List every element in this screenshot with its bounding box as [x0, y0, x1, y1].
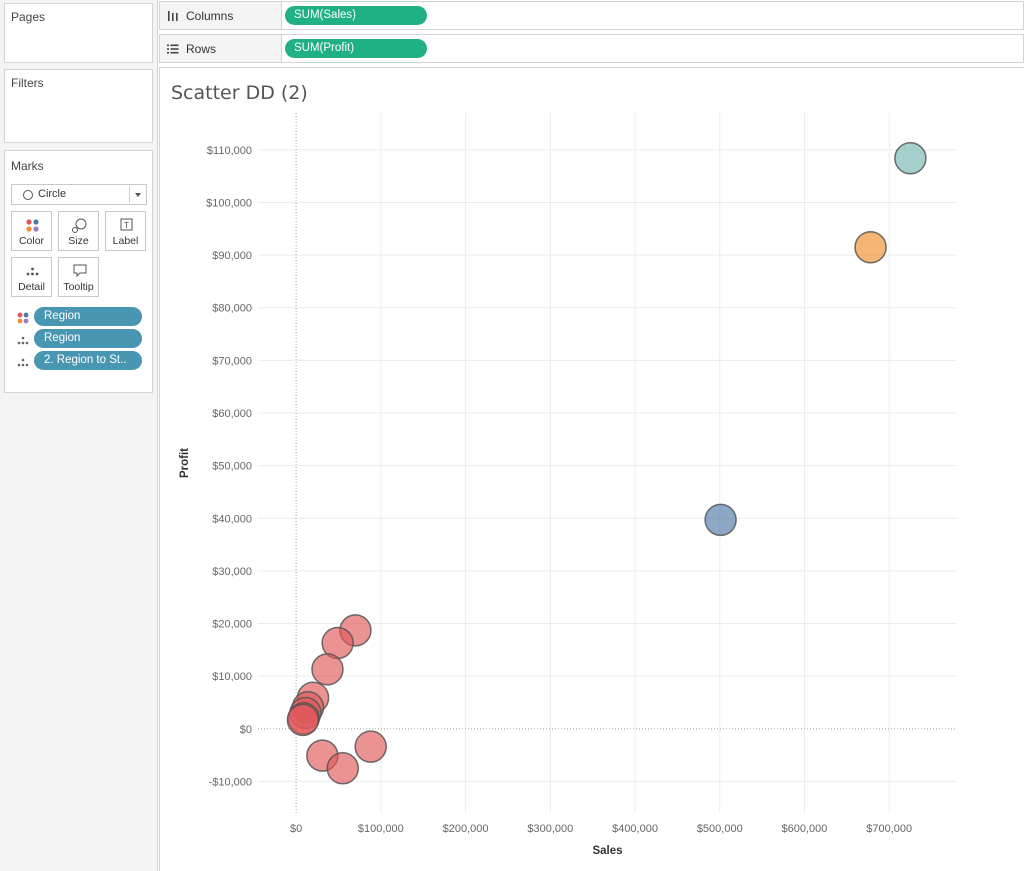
detail-dots-icon	[17, 358, 29, 367]
y-tick-label: $0	[240, 724, 252, 736]
y-tick-label: $30,000	[212, 566, 252, 578]
size-button[interactable]: Size	[58, 211, 99, 251]
color-dots-icon	[17, 312, 29, 324]
color-dots-icon	[26, 219, 39, 232]
rows-shelf[interactable]: Rows SUM(Profit)	[159, 34, 1024, 63]
y-tick-label: $40,000	[212, 513, 252, 525]
view-title: Scatter DD (2)	[171, 82, 308, 104]
x-tick-label: $200,000	[443, 823, 489, 835]
detail-dots-icon	[17, 336, 29, 345]
x-tick-label: $300,000	[527, 823, 573, 835]
y-tick-label: $80,000	[212, 303, 252, 315]
label-button-label: Label	[112, 235, 139, 247]
rows-icon	[167, 44, 179, 53]
data-point[interactable]	[854, 230, 887, 264]
text-label-icon: T	[120, 218, 133, 231]
data-point[interactable]	[286, 703, 320, 737]
y-tick-label: $100,000	[206, 197, 252, 209]
detail-button[interactable]: Detail	[11, 257, 52, 297]
label-button[interactable]: T Label	[105, 211, 146, 251]
size-icon	[72, 218, 87, 233]
viz-view	[159, 67, 1024, 871]
y-axis-label: Profit	[179, 448, 191, 478]
columns-label-text: Columns	[186, 8, 234, 23]
tooltip-button-label: Tooltip	[63, 281, 94, 293]
filters-title: Filters	[11, 76, 44, 90]
sum-profit-pill[interactable]: SUM(Profit)	[285, 39, 427, 58]
y-tick-label: $70,000	[212, 355, 252, 367]
pages-card[interactable]: Pages	[4, 3, 153, 63]
dropdown-separator	[129, 186, 130, 203]
marks-title: Marks	[11, 159, 44, 173]
x-tick-label: $500,000	[697, 823, 743, 835]
x-tick-label: $600,000	[782, 823, 828, 835]
y-tick-label: $90,000	[212, 250, 252, 262]
chevron-down-icon[interactable]	[135, 193, 141, 197]
y-tick-label: $110,000	[207, 145, 252, 157]
y-tick-label: $20,000	[212, 619, 252, 631]
columns-shelf[interactable]: Columns SUM(Sales)	[159, 1, 1024, 30]
y-tick-label: $10,000	[212, 671, 252, 683]
pages-title: Pages	[11, 10, 46, 24]
detail-button-label: Detail	[18, 281, 45, 293]
data-point[interactable]	[311, 653, 344, 686]
filters-card[interactable]: Filters	[4, 69, 153, 143]
scatter-chart[interactable]: $0 $100,000 $200,000 $300,000 $400,000 $500,0…	[160, 105, 1022, 865]
columns-shelf-label: Columns	[160, 2, 282, 29]
tooltip-icon	[73, 264, 87, 278]
x-tick-label: $700,000	[866, 823, 912, 835]
x-tick-label: $100,000	[358, 823, 404, 835]
data-point[interactable]	[354, 730, 387, 763]
rows-shelf-label: Rows	[160, 35, 282, 62]
marks-field-region-color[interactable]: Region	[16, 307, 146, 327]
x-tick-label: $0	[290, 823, 302, 835]
mark-type-dropdown[interactable]: Circle	[11, 184, 147, 205]
field-pill[interactable]: Region	[34, 329, 142, 348]
rows-label-text: Rows	[186, 41, 217, 56]
circle-icon	[23, 190, 33, 200]
marks-field-region-detail[interactable]: Region	[16, 329, 146, 349]
left-pane	[0, 0, 158, 871]
detail-dots-icon	[26, 267, 39, 276]
data-point[interactable]	[894, 142, 927, 175]
marks-field-region-to-state[interactable]: 2. Region to St..	[16, 351, 146, 371]
x-axis-label: Sales	[592, 845, 622, 857]
color-button[interactable]: Color	[11, 211, 52, 251]
data-point[interactable]	[326, 752, 359, 785]
field-pill[interactable]: 2. Region to St..	[34, 351, 142, 370]
svg-text:T: T	[124, 221, 129, 230]
field-pill[interactable]: Region	[34, 307, 142, 326]
y-tick-label: -$10,000	[209, 776, 252, 788]
columns-drop-area[interactable]: SUM(Sales)	[282, 2, 1023, 29]
mark-type-value: Circle	[38, 188, 67, 200]
data-point[interactable]	[704, 503, 737, 537]
y-tick-label: $60,000	[212, 408, 252, 420]
rows-drop-area[interactable]: SUM(Profit)	[282, 35, 1023, 62]
sum-sales-pill[interactable]: SUM(Sales)	[285, 6, 427, 25]
columns-icon	[168, 10, 178, 21]
color-button-label: Color	[18, 235, 45, 247]
size-button-label: Size	[68, 235, 89, 247]
y-tick-label: $50,000	[212, 461, 252, 473]
x-tick-label: $400,000	[612, 823, 658, 835]
tooltip-button[interactable]: Tooltip	[58, 257, 99, 297]
